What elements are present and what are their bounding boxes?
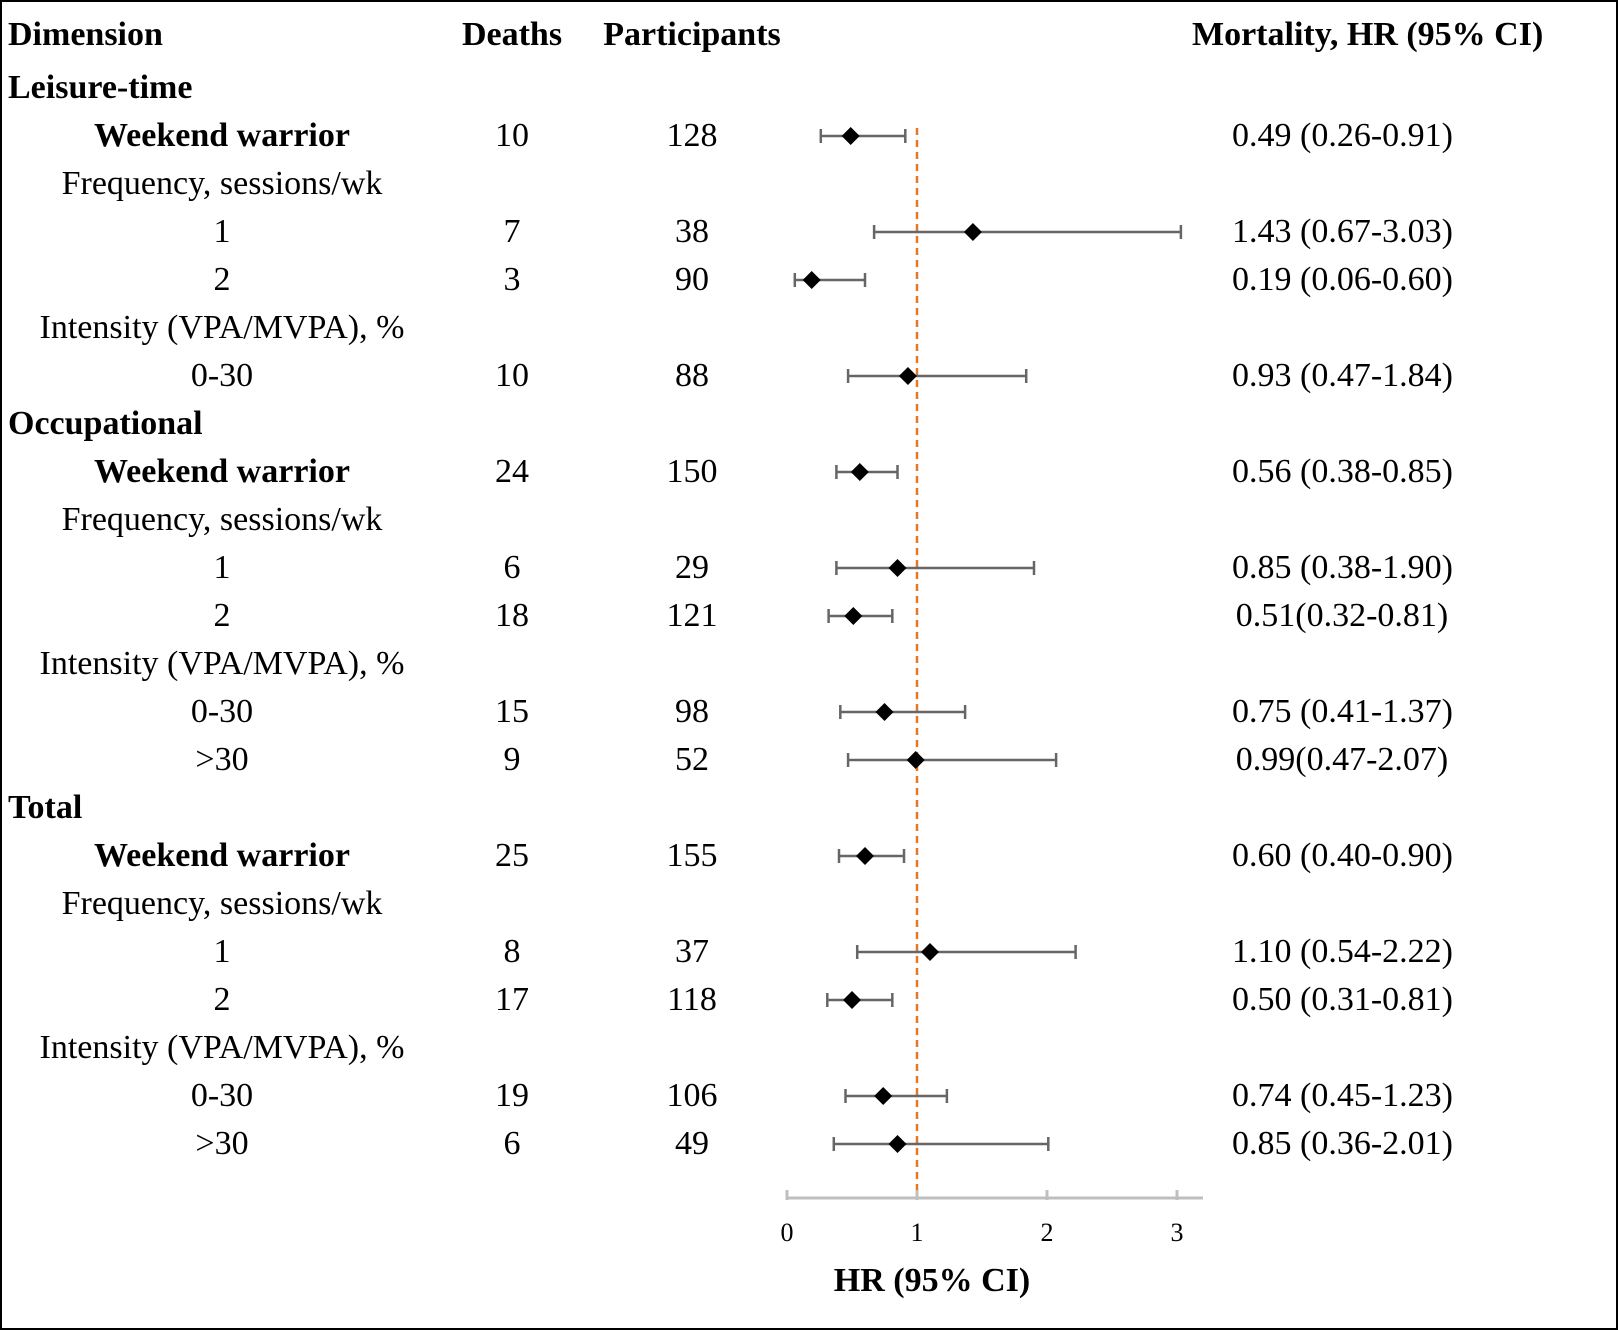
deaths-value: 18 <box>495 597 529 634</box>
hr-ci-text: 1.10 (0.54-2.22) <box>1232 933 1453 970</box>
row-label: 2 <box>213 261 231 298</box>
hr-ci-text: 0.85 (0.38-1.90) <box>1232 549 1453 586</box>
row-label: Weekend warrior <box>94 837 350 874</box>
deaths-value: 17 <box>495 981 529 1018</box>
header-participants: Participants <box>603 16 781 53</box>
deaths-value: 10 <box>495 117 529 154</box>
hr-ci-text: 0.85 (0.36-2.01) <box>1232 1125 1453 1162</box>
hr-point-marker <box>841 127 860 145</box>
participants-value: 106 <box>666 1077 718 1114</box>
x-tick-label: 2 <box>1040 1218 1054 1247</box>
hr-ci-text: 0.99(0.47-2.07) <box>1235 741 1449 778</box>
row-label: >30 <box>195 1125 249 1162</box>
row-label: >30 <box>195 741 249 778</box>
subgroup-label: Intensity (VPA/MVPA), % <box>39 309 405 346</box>
deaths-value: 24 <box>495 453 529 490</box>
hr-point-marker <box>844 607 863 625</box>
section-label: Leisure-time <box>8 69 193 106</box>
hr-ci-text: 1.43 (0.67-3.03) <box>1232 213 1453 250</box>
header-mortality: Mortality, HR (95% CI) <box>1192 16 1544 53</box>
participants-value: 98 <box>675 693 709 730</box>
hr-point-marker <box>856 847 874 865</box>
row-label: 2 <box>213 597 231 634</box>
x-tick-label: 3 <box>1170 1218 1184 1247</box>
deaths-value: 9 <box>503 741 521 778</box>
hr-point-marker <box>888 1135 907 1153</box>
hr-point-marker <box>875 703 894 721</box>
participants-value: 118 <box>667 981 717 1018</box>
participants-value: 29 <box>675 549 709 586</box>
participants-value: 150 <box>666 453 718 490</box>
deaths-value: 6 <box>503 1125 521 1162</box>
hr-ci-text: 0.56 (0.38-0.85) <box>1232 453 1453 490</box>
hr-point-marker <box>963 223 982 241</box>
deaths-value: 10 <box>495 357 529 394</box>
participants-value: 49 <box>675 1125 709 1162</box>
hr-point-marker <box>898 367 917 385</box>
hr-point-marker <box>921 943 939 961</box>
hr-ci-text: 0.49 (0.26-0.91) <box>1232 117 1453 154</box>
row-label: Weekend warrior <box>94 117 350 154</box>
hr-ci-text: 0.51(0.32-0.81) <box>1235 597 1449 634</box>
subgroup-label: Intensity (VPA/MVPA), % <box>39 645 405 682</box>
section-label: Occupational <box>8 405 203 442</box>
deaths-value: 6 <box>503 549 521 586</box>
row-label: 1 <box>213 549 231 586</box>
row-label: Weekend warrior <box>94 453 350 490</box>
participants-value: 121 <box>666 597 718 634</box>
row-label: 0-30 <box>190 1077 254 1114</box>
subgroup-label: Frequency, sessions/wk <box>61 501 383 538</box>
hr-point-marker <box>888 559 907 577</box>
x-axis-label: HR (95% CI) <box>833 1262 1031 1299</box>
participants-value: 37 <box>675 933 709 970</box>
hr-point-marker <box>802 271 821 289</box>
participants-value: 90 <box>675 261 709 298</box>
hr-point-marker <box>850 463 869 481</box>
participants-value: 128 <box>666 117 718 154</box>
participants-value: 88 <box>675 357 709 394</box>
hr-point-marker <box>843 991 861 1009</box>
deaths-value: 3 <box>503 261 521 298</box>
header-deaths: Deaths <box>461 16 563 53</box>
subgroup-label: Frequency, sessions/wk <box>61 885 383 922</box>
x-tick-label: 0 <box>780 1218 794 1247</box>
participants-value: 155 <box>666 837 718 874</box>
hr-ci-text: 0.93 (0.47-1.84) <box>1232 357 1453 394</box>
deaths-value: 25 <box>495 837 529 874</box>
deaths-value: 8 <box>503 933 521 970</box>
x-tick-label: 1 <box>910 1218 924 1247</box>
hr-ci-text: 0.60 (0.40-0.90) <box>1232 837 1453 874</box>
participants-value: 52 <box>675 741 709 778</box>
deaths-value: 7 <box>503 213 521 250</box>
row-label: 2 <box>213 981 231 1018</box>
hr-ci-text: 0.50 (0.31-0.81) <box>1232 981 1453 1018</box>
row-label: 1 <box>213 213 231 250</box>
hr-ci-text: 0.74 (0.45-1.23) <box>1232 1077 1453 1114</box>
subgroup-label: Frequency, sessions/wk <box>61 165 383 202</box>
row-label: 1 <box>213 933 231 970</box>
hr-ci-text: 0.19 (0.06-0.60) <box>1232 261 1453 298</box>
hr-point-marker <box>906 751 925 769</box>
participants-value: 38 <box>675 213 709 250</box>
header-dimension: Dimension <box>8 16 163 53</box>
hr-ci-text: 0.75 (0.41-1.37) <box>1232 693 1453 730</box>
section-label: Total <box>8 789 83 826</box>
deaths-value: 15 <box>495 693 529 730</box>
hr-point-marker <box>874 1087 893 1105</box>
row-label: 0-30 <box>190 693 254 730</box>
deaths-value: 19 <box>495 1077 529 1114</box>
row-label: 0-30 <box>190 357 254 394</box>
subgroup-label: Intensity (VPA/MVPA), % <box>39 1029 405 1066</box>
